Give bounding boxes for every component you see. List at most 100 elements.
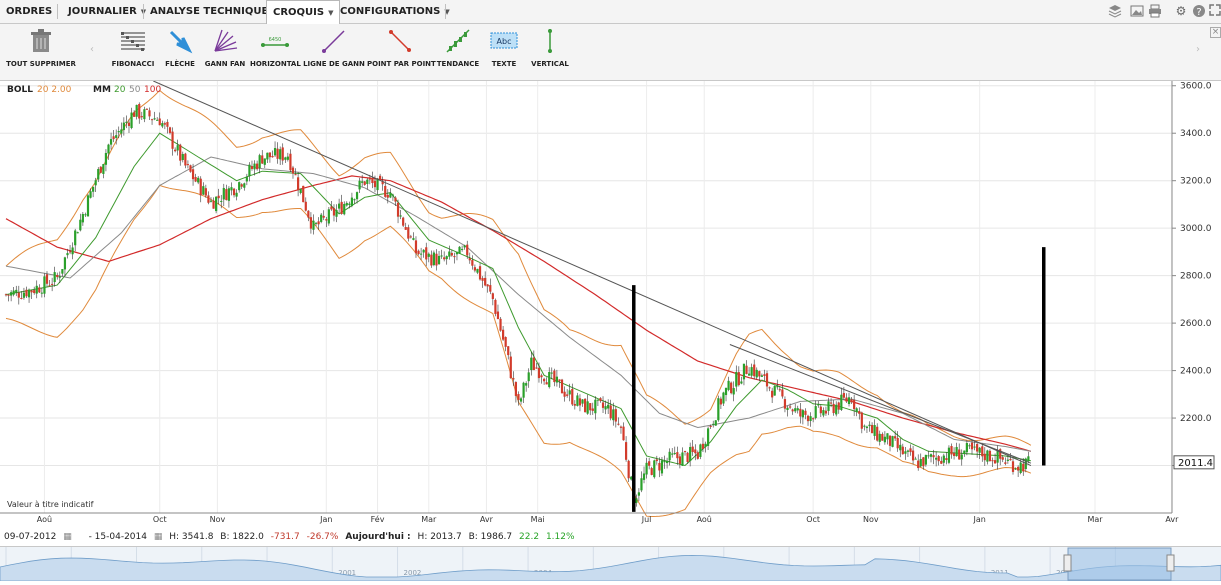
navigator-area <box>0 554 1221 582</box>
texte-tool[interactable]: Abc TEXTE <box>484 28 524 68</box>
candle-body <box>571 388 574 405</box>
candle-body <box>645 462 648 475</box>
candle-body <box>1011 461 1015 472</box>
candle-body <box>240 184 243 187</box>
scroll-right-icon[interactable]: › <box>1196 44 1200 55</box>
menu-journalier-label: JOURNALIER <box>68 6 137 17</box>
ligne-de-gann-tool[interactable]: LIGNE DE GANN <box>303 28 365 68</box>
legend-mm-20: 20 <box>114 85 126 95</box>
candle-body <box>232 188 236 196</box>
drawing-toolbar: TOUT SUPPRIMER ‹ FIBONACCI FLÈCHE GANN F… <box>0 24 1221 81</box>
candle-body <box>924 454 927 465</box>
candle-body <box>778 389 781 391</box>
gann-line-icon <box>322 30 345 53</box>
candle-body <box>473 267 477 271</box>
candle-body <box>655 459 658 462</box>
candle-body <box>614 409 617 422</box>
candle-body <box>122 122 125 131</box>
calendar-icon[interactable]: ▦ <box>153 532 163 542</box>
candle-body <box>176 145 179 151</box>
candle-body <box>127 122 131 126</box>
candle-body <box>266 152 269 160</box>
scroll-left-icon[interactable]: ‹ <box>90 44 94 55</box>
candle-body <box>817 404 820 406</box>
fibonacci-tool[interactable]: FIBONACCI <box>108 28 158 68</box>
candle-body <box>909 448 912 453</box>
gear-icon[interactable]: ⚙ <box>1175 4 1187 18</box>
candle-body <box>368 177 371 180</box>
candle-body <box>261 155 264 164</box>
candle-body <box>107 144 110 154</box>
candle-body <box>604 406 607 410</box>
candle-body <box>617 423 620 425</box>
tendance-tool[interactable]: TENDANCE <box>436 28 480 68</box>
gann-fan-tool[interactable]: GANN FAN <box>203 28 247 68</box>
x-tick-label: Oct <box>153 515 167 524</box>
menu-journalier[interactable]: JOURNALIER▼ <box>62 0 152 23</box>
candle-body <box>619 426 623 428</box>
menu-croquis[interactable]: CROQUIS ▼ <box>266 0 341 24</box>
calendar-icon[interactable]: ▦ <box>63 532 72 542</box>
y-tick-label: 2200.0 <box>1180 414 1212 424</box>
candle-body <box>230 187 233 191</box>
candle-body <box>750 367 753 376</box>
candle-body <box>427 253 430 257</box>
navigator-chart[interactable]: 1996199719981999200020012002200320042005… <box>0 547 1221 582</box>
point-par-point-tool[interactable]: POINT PAR POINT <box>367 28 436 68</box>
fleche-tool[interactable]: FLÈCHE <box>160 28 200 68</box>
candle-body <box>207 195 210 203</box>
candle-body <box>68 251 72 253</box>
candle-body <box>89 191 92 198</box>
close-icon[interactable]: × <box>1210 27 1221 38</box>
candle-body <box>709 425 712 427</box>
candle-body <box>986 450 989 462</box>
candle-body <box>20 297 23 299</box>
expand-icon[interactable] <box>1208 4 1221 18</box>
candle-body <box>548 371 551 388</box>
candle-body <box>542 378 546 382</box>
time-navigator[interactable]: 1996199719981999200020012002200320042005… <box>0 546 1221 582</box>
candle-body <box>404 227 407 230</box>
period-change: -731.7 <box>270 532 300 542</box>
menu-ordres[interactable]: ORDRES <box>0 0 58 23</box>
candle-body <box>460 248 464 250</box>
price-chart[interactable]: 3600.0 3400.0 3200.0 3000.0 2800.0 2600.0 2400… <box>0 80 1221 529</box>
candle-body <box>747 373 751 376</box>
vertical-tool[interactable]: VERTICAL <box>528 28 572 68</box>
candle-body <box>448 251 451 257</box>
candle-body <box>166 121 169 127</box>
candle-body <box>268 152 272 158</box>
candle-body <box>471 260 474 266</box>
candle-body <box>491 293 494 300</box>
candle-body <box>786 407 789 411</box>
date-to[interactable]: - 15-04-2014 <box>88 532 147 542</box>
date-from[interactable]: 09-07-2012 <box>4 532 57 542</box>
horizontal-tool[interactable]: 6450 HORIZONTAL <box>250 28 301 68</box>
candle-body <box>104 152 108 165</box>
candle-body <box>99 166 102 173</box>
candle-body <box>243 183 246 188</box>
candle-body <box>970 442 974 450</box>
candle-body <box>1014 468 1017 470</box>
x-tick-label: Nov <box>210 515 226 524</box>
candle-body <box>630 476 633 480</box>
menu-analyse-technique[interactable]: ANALYSE TECHNIQUE▼ <box>144 0 284 23</box>
candle-body <box>904 451 907 454</box>
candle-body <box>612 409 615 421</box>
help-icon[interactable]: ? <box>1192 4 1206 18</box>
tout-supprimer-button[interactable]: TOUT SUPPRIMER <box>5 28 77 68</box>
layers-icon[interactable] <box>1108 4 1122 18</box>
candle-body <box>696 452 699 459</box>
print-icon[interactable] <box>1148 4 1162 18</box>
menu-bar: ORDRES JOURNALIER▼ ANALYSE TECHNIQUE▼ CR… <box>0 0 1221 24</box>
candle-body <box>586 401 589 414</box>
candle-body <box>30 290 33 293</box>
candle-body <box>727 380 730 390</box>
candle-body <box>112 136 115 140</box>
menu-configurations[interactable]: CONFIGURATIONS ▼ <box>334 0 456 23</box>
tendance-label: TENDANCE <box>436 60 480 68</box>
candle-body <box>45 274 49 284</box>
image-icon[interactable] <box>1130 4 1144 18</box>
candle-body <box>297 177 300 191</box>
x-tick-label: Avr <box>1165 515 1179 524</box>
